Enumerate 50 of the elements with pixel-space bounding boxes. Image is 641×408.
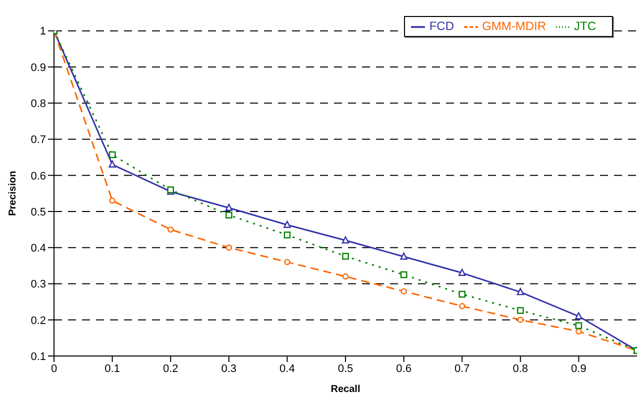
x-tick-label: 0.9 bbox=[571, 362, 586, 375]
point bbox=[516, 288, 524, 296]
point bbox=[284, 220, 291, 228]
point bbox=[517, 316, 524, 323]
x-axis-title: Recall bbox=[330, 384, 360, 395]
y-tick-label: 0.1 bbox=[30, 350, 46, 363]
x-tick-label: 0.5 bbox=[338, 362, 354, 375]
x-tick-label: 0 bbox=[50, 362, 58, 375]
point bbox=[226, 212, 232, 218]
point bbox=[168, 226, 174, 233]
legend-label: GMM-MDIR bbox=[482, 19, 546, 33]
point bbox=[108, 151, 116, 158]
y-tick-label: 1 bbox=[40, 26, 46, 38]
y-tick-label: 0.7 bbox=[30, 134, 46, 146]
point bbox=[108, 160, 116, 168]
legend-label: JTC bbox=[574, 19, 596, 33]
x-tick-label: 0.7 bbox=[454, 362, 470, 375]
point bbox=[342, 273, 349, 280]
x-tick-label: 0.3 bbox=[221, 362, 237, 375]
x-tick-label: 0.6 bbox=[396, 362, 412, 375]
y-tick-label: 0.9 bbox=[30, 62, 46, 74]
y-tick-label: 0.2 bbox=[30, 314, 46, 327]
y-axis-title: Precision bbox=[8, 170, 19, 216]
point bbox=[459, 303, 466, 310]
point bbox=[284, 232, 291, 238]
point bbox=[458, 268, 466, 276]
x-tick-label: 0.1 bbox=[104, 362, 120, 375]
point bbox=[225, 204, 232, 211]
point bbox=[342, 236, 350, 244]
y-tick-label: 0.3 bbox=[30, 278, 46, 291]
point bbox=[576, 328, 582, 335]
y-tick-label: 0.6 bbox=[30, 170, 46, 182]
point bbox=[284, 258, 290, 266]
point bbox=[400, 288, 407, 294]
point bbox=[226, 244, 232, 251]
legend-label: FCD bbox=[429, 19, 454, 33]
x-tick-label: 0.8 bbox=[512, 362, 528, 375]
point bbox=[458, 290, 466, 298]
point bbox=[575, 312, 582, 320]
x-tick-label: 0.4 bbox=[280, 362, 295, 375]
x-tick-label: 0.2 bbox=[162, 362, 178, 375]
y-tick-label: 0.5 bbox=[30, 206, 46, 218]
point bbox=[400, 271, 408, 278]
point bbox=[109, 198, 116, 204]
point bbox=[517, 307, 524, 314]
point bbox=[400, 252, 408, 260]
y-tick-label: 0.4 bbox=[30, 242, 46, 255]
point bbox=[342, 252, 349, 260]
point bbox=[575, 322, 582, 330]
y-tick-label: 0.8 bbox=[30, 98, 46, 110]
